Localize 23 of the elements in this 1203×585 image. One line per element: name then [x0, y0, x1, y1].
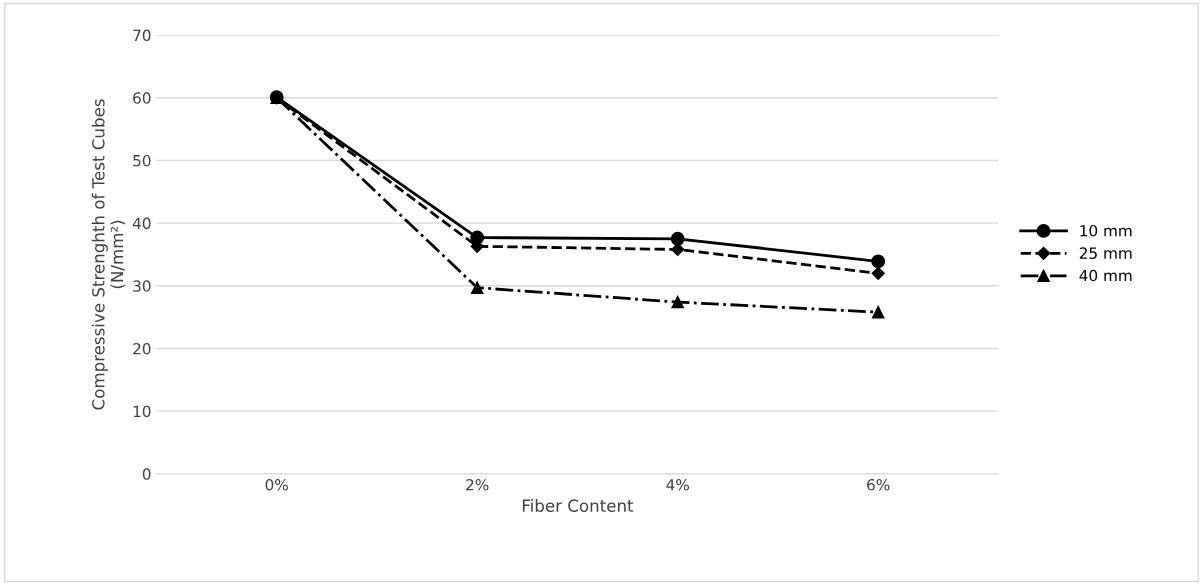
y-tick-label: 0 — [142, 468, 151, 480]
point — [871, 254, 886, 269]
y-tick-label: 60 — [133, 92, 151, 104]
point — [871, 266, 885, 280]
point — [871, 305, 885, 319]
legend-label: 40 mm — [1079, 269, 1132, 282]
y-tick-label: 10 — [133, 405, 151, 418]
x-tick-label: 6% — [867, 478, 890, 491]
legend-label: 25 mm — [1079, 247, 1132, 259]
y-tick-label: 50 — [133, 154, 151, 167]
y-tick-label: 20 — [133, 342, 151, 355]
x-axis-title: Fiber Content — [522, 499, 634, 512]
y-tick-label: 70 — [133, 29, 151, 42]
y-tick-label: 40 — [132, 217, 151, 230]
point — [670, 231, 685, 246]
y-axis-title: Compressive Strenghth of Test Cubes (N/mm²) — [91, 99, 126, 410]
legend-label: 10 mm — [1080, 224, 1132, 237]
x-tick-label: 0% — [265, 478, 288, 491]
x-tick-label: 4% — [666, 478, 689, 491]
point — [470, 281, 484, 294]
x-tick-label: 2% — [466, 478, 489, 491]
y-tick-label: 30 — [133, 280, 151, 292]
point — [671, 295, 684, 309]
